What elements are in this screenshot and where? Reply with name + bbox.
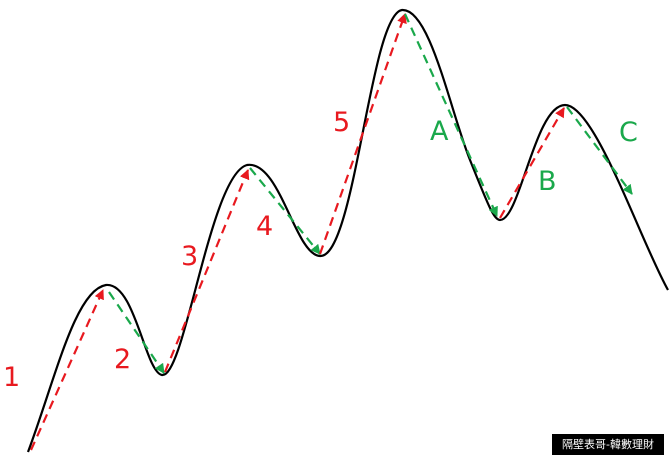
wave-5-arrow bbox=[318, 13, 407, 255]
wave-labels: 1 2 3 4 5 A B C bbox=[3, 107, 638, 393]
wave-3-arrow bbox=[163, 169, 250, 373]
wave-label-b: B bbox=[538, 166, 557, 197]
wave-label-c: C bbox=[619, 117, 638, 148]
wave-label-2: 2 bbox=[114, 344, 131, 375]
wave-label-a: A bbox=[430, 116, 449, 147]
wave-4-arrow bbox=[249, 167, 321, 255]
wave-label-3: 3 bbox=[181, 241, 198, 272]
wave-c-arrow bbox=[566, 106, 633, 195]
price-curve bbox=[26, 8, 669, 453]
wave-b-arrow bbox=[499, 107, 565, 219]
wave-label-4: 4 bbox=[256, 211, 273, 242]
watermark-badge: 隔壁表哥-韓數理財 bbox=[552, 434, 664, 455]
wave-label-5: 5 bbox=[333, 107, 350, 138]
wave-2-arrow bbox=[108, 291, 165, 374]
wave-a-arrow bbox=[403, 13, 499, 217]
wave-label-1: 1 bbox=[3, 362, 20, 393]
wave-arrows bbox=[29, 13, 633, 451]
wave-1-arrow bbox=[29, 289, 105, 451]
